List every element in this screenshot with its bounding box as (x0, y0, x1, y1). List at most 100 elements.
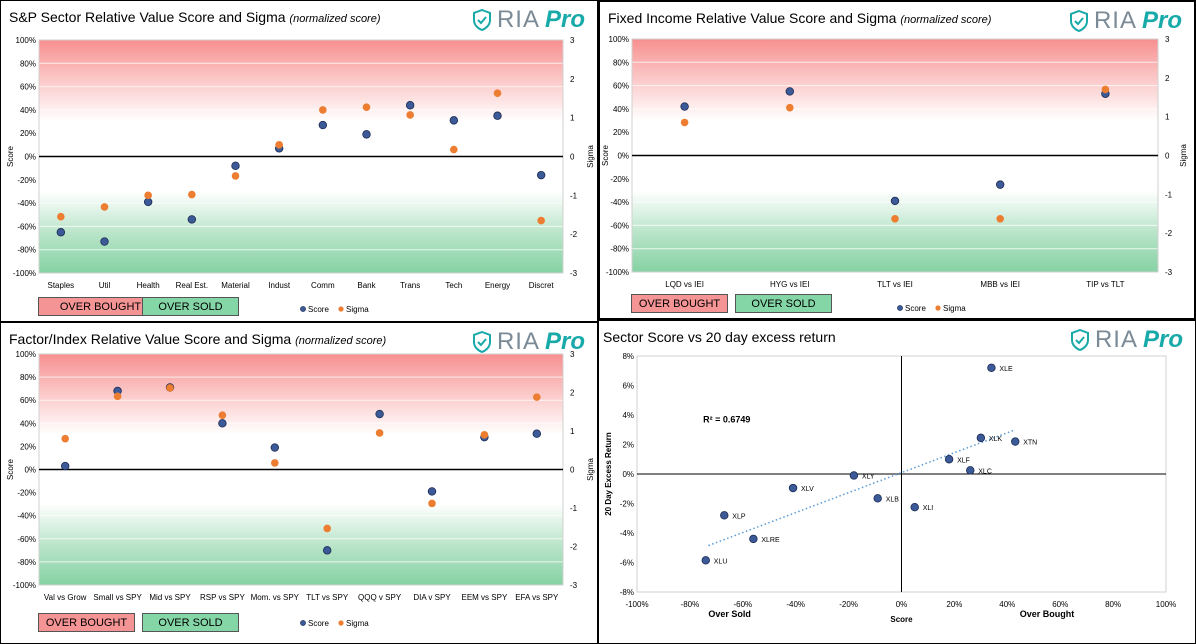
point-label: XLE (999, 366, 1013, 373)
y2-tick-label: 1 (570, 114, 575, 123)
legend-sigma-label: Sigma (943, 304, 966, 313)
y-tick-label: 0% (24, 153, 36, 162)
factor-index-panel: Factor/Index Relative Value Score and Si… (0, 322, 598, 644)
y2-tick-label: 3 (1165, 35, 1170, 44)
y-tick-label: -40% (17, 199, 36, 208)
sp-sector-chart: 100% 80% 60% 40% 20% 0% -20% -40% -60% -80% -100% 3… (6, 36, 595, 314)
oversold-note: Over Sold (708, 609, 751, 619)
point-label: XLRE (761, 537, 780, 544)
legend-score-label: Score (905, 304, 926, 313)
x-category-label: LQD vs IEI (665, 280, 704, 289)
sigma-point (57, 212, 65, 221)
sigma-point (996, 214, 1004, 223)
y2-tick-label: -1 (570, 191, 578, 200)
data-point (873, 494, 882, 503)
y2-tick-label: 3 (570, 36, 575, 45)
score-point (231, 161, 240, 171)
point-label: XLI (923, 505, 934, 512)
y-axis-title: Score (601, 145, 610, 166)
y-axis-title: Score (6, 146, 15, 167)
y-tick-label: 6% (622, 382, 634, 391)
y2-tick-label: 1 (570, 427, 575, 436)
legend-sigma-marker (338, 306, 344, 312)
y-tick-label: 0% (622, 470, 634, 479)
sigma-point (218, 411, 227, 420)
legend-sigma-label: Sigma (346, 619, 369, 628)
y2-tick-label: 1 (1165, 113, 1170, 122)
y2-tick-label: -2 (570, 230, 578, 239)
score-point (323, 546, 332, 555)
x-category-label: DIA v SPY (413, 593, 451, 602)
ria-pro-logo: RIA Pro (1070, 326, 1183, 353)
sigma-point (188, 190, 196, 199)
sigma-point (144, 191, 152, 200)
x-category-label: Util (99, 281, 111, 290)
y-tick-label: 20% (613, 128, 629, 137)
oversold-zone (39, 191, 563, 273)
data-point (788, 483, 798, 493)
y-tick-label: 40% (20, 106, 36, 115)
sigma-point (533, 393, 541, 401)
y2-tick-label: -3 (1165, 268, 1173, 277)
y-tick-label: 100% (16, 36, 36, 45)
y-tick-label: -20% (17, 176, 36, 185)
panel-title: Factor/Index Relative Value Score and Si… (9, 331, 387, 347)
x-category-label: HYG vs IEI (770, 280, 810, 289)
data-point (910, 502, 919, 512)
x-category-label: QQQ v SPY (358, 593, 402, 602)
y2-tick-label: 2 (570, 389, 575, 398)
x-tick-label: 80% (1105, 600, 1121, 609)
shield-check-icon (1070, 329, 1089, 351)
panel-title: S&P Sector Relative Value Score and Sigm… (9, 9, 381, 25)
data-point (976, 433, 986, 443)
y-tick-label: -20% (17, 489, 36, 498)
y-tick-label: -80% (17, 246, 36, 255)
sigma-point (231, 172, 240, 180)
x-category-label: Discret (529, 281, 555, 290)
y-tick-label: 40% (20, 419, 36, 428)
sigma-point (406, 111, 414, 119)
score-point (890, 196, 900, 206)
score-point (405, 101, 415, 110)
legend-sigma-marker (338, 620, 344, 626)
sigma-point (61, 434, 69, 443)
sigma-point (493, 89, 502, 98)
x-category-label: Mid vs SPY (149, 593, 191, 602)
x-tick-label: -100% (625, 600, 648, 609)
x-category-label: Indust (268, 281, 291, 290)
sector-score-panel: Sector Score vs 20 day excess return RIA… (598, 320, 1196, 644)
x-category-label: EEM vs SPY (462, 593, 508, 602)
score-point (318, 120, 328, 130)
point-label: XLC (978, 468, 992, 475)
y2-axis-title: Sigma (586, 145, 595, 168)
x-tick-label: 0% (896, 600, 908, 609)
y-tick-label: -60% (17, 535, 36, 544)
y-tick-label: -80% (17, 558, 36, 567)
y2-tick-label: 0 (570, 153, 575, 162)
y-tick-label: 80% (613, 58, 629, 67)
y2-tick-label: -1 (1165, 190, 1173, 199)
score-point (270, 443, 279, 452)
shield-check-icon (1069, 10, 1088, 32)
score-point (427, 487, 437, 496)
x-tick-label: -80% (681, 600, 700, 609)
y-tick-label: -40% (610, 198, 629, 207)
score-point (449, 116, 459, 125)
point-label: XLY (862, 473, 875, 480)
x-category-label: Energy (485, 281, 510, 290)
x-tick-label: 100% (1156, 600, 1176, 609)
y-tick-label: -6% (620, 559, 634, 568)
data-point (1011, 437, 1020, 446)
x-category-label: Val vs Grow (44, 593, 87, 602)
legend-score-marker (897, 305, 903, 311)
legend-sigma-marker (935, 305, 941, 311)
y-tick-label: -100% (13, 269, 36, 278)
x-category-label: Material (221, 281, 250, 290)
x-tick-label: 40% (999, 600, 1015, 609)
x-category-label: Comm (311, 281, 335, 290)
data-point (987, 363, 996, 372)
shield-check-icon (472, 9, 491, 31)
y-tick-label: -20% (610, 175, 629, 184)
data-point (944, 455, 954, 464)
x-category-label: Tech (445, 281, 462, 290)
